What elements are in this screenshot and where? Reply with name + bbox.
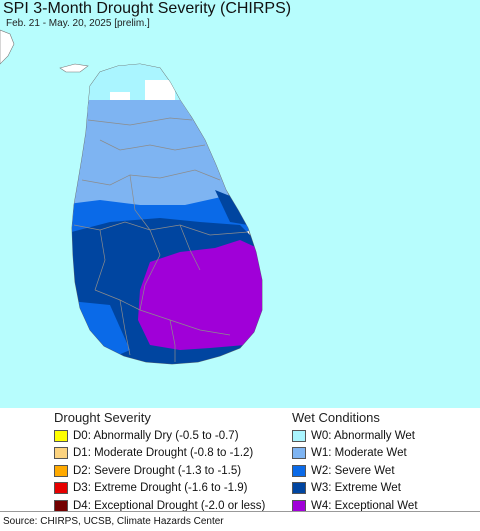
legend-item-d4: D4: Exceptional Drought (-2.0 or less) [54,497,265,515]
zone-exceptional-wet [138,240,262,350]
legend-swatch-d1 [54,447,68,460]
legend-label-d2: D2: Severe Drought (-1.3 to -1.5) [73,464,242,477]
legend-item-w3: W3: Extreme Wet [292,480,418,498]
legend-item-w4: W4: Exceptional Wet [292,497,418,515]
zone-moderate-wet [72,100,230,230]
map-subtitle: Feb. 21 - May. 20, 2025 [prelim.] [6,18,150,29]
northern-islands-shape [59,63,89,73]
legend-label-d1: D1: Moderate Drought (-0.8 to -1.2) [73,447,254,460]
zone-extreme-wet-east [215,190,248,225]
legend-label-w2: W2: Severe Wet [311,464,395,477]
legend-label-w1: W1: Moderate Wet [311,447,407,460]
province-boundaries [73,117,249,362]
legend-label-d4: D4: Exceptional Drought (-2.0 or less) [73,499,266,512]
legend-item-d2: D2: Severe Drought (-1.3 to -1.5) [54,462,265,480]
legend-label-d3: D3: Extreme Drought (-1.6 to -1.9) [73,482,248,495]
legend-item-w1: W1: Moderate Wet [292,445,418,463]
legend-label-w3: W3: Extreme Wet [311,482,401,495]
legend-swatch-d0 [54,429,68,442]
wet-legend: Wet Conditions W0: Abnormally Wet W1: Mo… [292,408,418,515]
drought-map [0,0,480,408]
legend-label-w0: W0: Abnormally Wet [311,429,415,442]
drought-legend-heading: Drought Severity [54,410,151,425]
india-coast-shape [0,29,15,65]
legend-swatch-w1 [292,447,306,460]
legend-swatch-w2 [292,464,306,477]
legend-swatch-w3 [292,482,306,495]
legend-item-d1: D1: Moderate Drought (-0.8 to -1.2) [54,445,265,463]
source-credit: Source: CHIRPS, UCSB, Climate Hazards Ce… [3,516,224,527]
footer: Source: CHIRPS, UCSB, Climate Hazards Ce… [0,511,480,531]
legend-swatch-d3 [54,482,68,495]
legend-label-w4: W4: Exceptional Wet [311,499,418,512]
legend-item-d0: D0: Abnormally Dry (-0.5 to -0.7) [54,427,265,445]
legend-item-w0: W0: Abnormally Wet [292,427,418,445]
legend-item-w2: W2: Severe Wet [292,462,418,480]
drought-legend: Drought Severity D0: Abnormally Dry (-0.… [54,408,265,515]
legend-swatch-d2 [54,464,68,477]
legend-swatch-w0 [292,429,306,442]
sri-lanka-map [0,29,263,365]
legend-swatch-w4 [292,499,306,512]
wet-legend-heading: Wet Conditions [292,410,380,425]
legend-item-d3: D3: Extreme Drought (-1.6 to -1.9) [54,480,265,498]
legend-swatch-d4 [54,499,68,512]
legend-label-d0: D0: Abnormally Dry (-0.5 to -0.7) [73,429,239,442]
map-title: SPI 3-Month Drought Severity (CHIRPS) [3,0,292,17]
